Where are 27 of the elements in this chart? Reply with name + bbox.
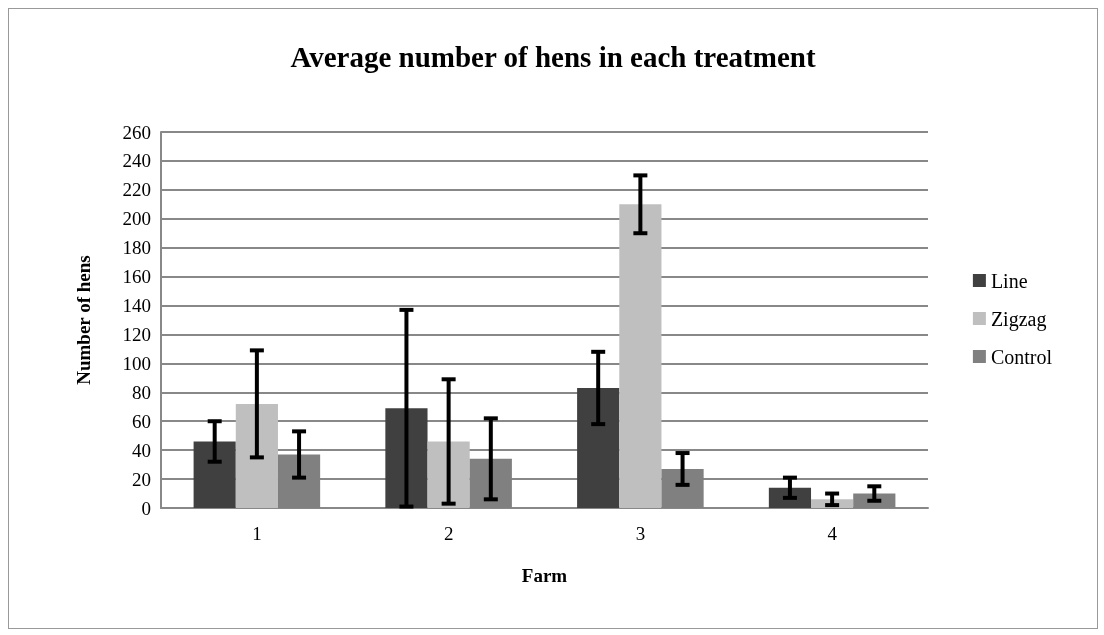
y-tick-label: 180 (122, 237, 151, 259)
x-tick-label: 3 (635, 523, 646, 544)
x-tick-label: 2 (443, 523, 454, 544)
legend-label: Line (990, 269, 1028, 292)
legend-label: Zigzag (990, 307, 1047, 331)
y-tick-label: 100 (122, 352, 151, 374)
bar (619, 204, 662, 508)
y-tick-label: 20 (132, 468, 151, 490)
y-tick-label: 200 (122, 208, 151, 230)
y-tick-label: 220 (122, 179, 151, 201)
y-tick-label: 160 (122, 266, 151, 288)
y-tick-label: 140 (122, 295, 151, 317)
x-tick-label: 1 (252, 523, 262, 544)
y-tick-label: 240 (122, 150, 151, 172)
bar (193, 441, 236, 508)
y-tick-label: 40 (132, 439, 151, 461)
y-tick-label: 0 (141, 497, 151, 519)
legend-label: Control (990, 345, 1053, 368)
y-tick-label: 120 (122, 323, 151, 345)
y-tick-label: 260 (122, 121, 151, 143)
bar (577, 387, 620, 508)
y-tick-label: 80 (132, 381, 151, 403)
y-axis-title: Number of hens (73, 255, 94, 385)
x-tick-label: 4 (827, 523, 838, 544)
x-axis-title: Farm (521, 565, 568, 586)
y-tick-label: 60 (132, 410, 151, 432)
chart-title: Average number of hens in each treatment (290, 40, 816, 73)
